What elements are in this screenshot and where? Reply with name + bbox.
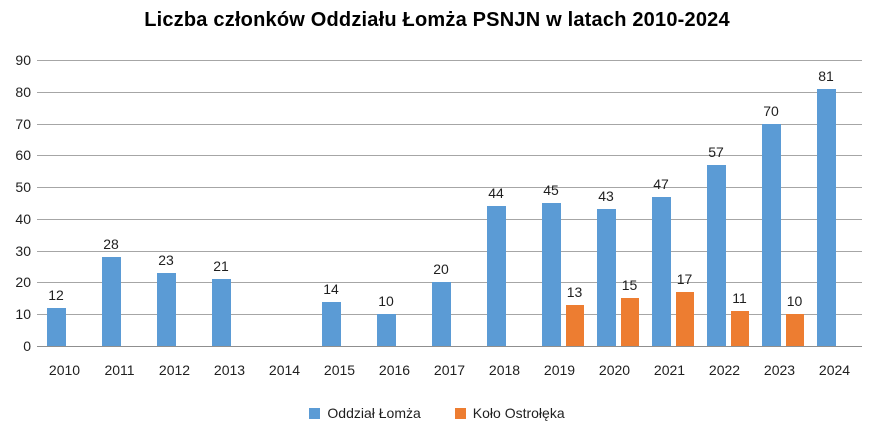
chart-title: Liczba członków Oddziału Łomża PSNJN w l… <box>144 9 730 31</box>
data-label-oddzial-lomza-2010: 12 <box>48 286 64 303</box>
data-label-oddzial-lomza-2020: 43 <box>598 188 614 205</box>
data-label-kolo-ostroleka-2022: 11 <box>732 290 747 307</box>
legend-swatch-oddzial-lomza <box>309 407 321 419</box>
y-tick-label-20: 20 <box>15 274 31 291</box>
bar-kolo-ostroleka-2019 <box>565 304 584 346</box>
data-label-oddzial-lomza-2017: 20 <box>433 261 449 278</box>
bar-kolo-ostroleka-2021 <box>675 291 694 346</box>
gridline-90 <box>37 60 862 61</box>
y-tick-label-10: 10 <box>15 306 31 323</box>
legend-swatch-kolo-ostroleka <box>454 407 466 419</box>
data-label-kolo-ostroleka-2020: 15 <box>621 277 638 294</box>
bar-oddzial-lomza-2017 <box>431 282 451 346</box>
x-tick-label-2019: 2019 <box>543 362 576 378</box>
data-label-oddzial-lomza-2016: 10 <box>378 293 394 310</box>
bar-kolo-ostroleka-2022 <box>730 311 749 346</box>
x-axis-line <box>37 346 862 347</box>
bar-oddzial-lomza-2018 <box>486 206 506 346</box>
bar-oddzial-lomza-2010 <box>46 307 66 346</box>
y-tick-label-60: 60 <box>15 147 31 164</box>
data-label-oddzial-lomza-2015: 14 <box>323 280 339 297</box>
x-tick-label-2018: 2018 <box>488 362 521 378</box>
x-tick-label-2012: 2012 <box>158 362 191 378</box>
data-label-oddzial-lomza-2022: 57 <box>708 143 724 160</box>
y-tick-label-30: 30 <box>15 242 31 259</box>
gridline-40 <box>37 218 862 220</box>
data-label-kolo-ostroleka-2023: 10 <box>786 293 803 310</box>
data-label-oddzial-lomza-2019: 45 <box>543 182 559 198</box>
gridline-70 <box>37 123 862 125</box>
plot-area: 0 10 20 30 40 50 60 70 80 90 2010 12 2011 28 2012 23 201… <box>15 52 862 378</box>
y-tick-label-0: 0 <box>23 338 31 354</box>
data-label-oddzial-lomza-2023: 70 <box>763 102 779 119</box>
x-tick-label-2024: 2024 <box>818 362 851 378</box>
data-label-oddzial-lomza-2013: 21 <box>213 258 229 275</box>
legend-item-oddzial-lomza: Oddział Łomża <box>309 405 421 421</box>
y-tick-label-40: 40 <box>15 210 31 227</box>
legend-label-kolo-ostroleka: Koło Ostrołęka <box>472 405 565 421</box>
data-label-oddzial-lomza-2021: 47 <box>653 175 669 192</box>
y-tick-label-80: 80 <box>15 83 31 100</box>
x-tick-label-2017: 2017 <box>433 362 466 378</box>
legend: Oddział Łomża Koło Ostrołęka <box>0 405 874 421</box>
bar-oddzial-lomza-2022 <box>706 164 726 346</box>
gridline-30 <box>37 250 862 252</box>
data-label-oddzial-lomza-2018: 44 <box>488 185 504 202</box>
bar-oddzial-lomza-2021 <box>651 196 671 346</box>
data-label-kolo-ostroleka-2021: 17 <box>676 270 693 287</box>
data-label-oddzial-lomza-2024: 81 <box>818 67 834 84</box>
bar-oddzial-lomza-2019 <box>541 203 561 346</box>
bar-oddzial-lomza-2016 <box>376 314 396 346</box>
x-tick-label-2013: 2013 <box>213 362 246 378</box>
bar-kolo-ostroleka-2023 <box>785 314 804 346</box>
y-tick-label-50: 50 <box>15 179 31 196</box>
x-tick-label-2015: 2015 <box>323 362 356 378</box>
bar-kolo-ostroleka-2020 <box>620 298 639 346</box>
data-label-oddzial-lomza-2012: 23 <box>158 251 174 268</box>
gridline-80 <box>37 91 862 93</box>
x-tick-label-2021: 2021 <box>653 362 686 378</box>
x-tick-label-2020: 2020 <box>598 362 631 378</box>
bar-oddzial-lomza-2020 <box>596 209 616 346</box>
gridline-50 <box>37 187 862 189</box>
data-label-oddzial-lomza-2011: 28 <box>103 236 119 253</box>
y-tick-label-90: 90 <box>15 52 31 68</box>
legend-label-oddzial-lomza: Oddział Łomża <box>327 405 421 421</box>
x-tick-label-2016: 2016 <box>378 362 411 378</box>
bar-oddzial-lomza-2015 <box>321 301 341 346</box>
x-tick-label-2023: 2023 <box>763 362 796 378</box>
bar-oddzial-lomza-2012 <box>156 272 176 346</box>
x-tick-label-2014: 2014 <box>268 362 301 378</box>
gridline-60 <box>37 155 862 157</box>
x-tick-label-2011: 2011 <box>104 362 135 378</box>
x-tick-label-2022: 2022 <box>708 362 741 378</box>
bar-oddzial-lomza-2024 <box>816 88 836 346</box>
bar-oddzial-lomza-2023 <box>761 123 781 346</box>
x-tick-label-2010: 2010 <box>48 362 81 378</box>
bar-oddzial-lomza-2013 <box>211 279 231 346</box>
bar-oddzial-lomza-2011 <box>101 257 121 346</box>
data-label-kolo-ostroleka-2019: 13 <box>566 283 583 300</box>
y-tick-label-70: 70 <box>15 115 31 132</box>
legend-item-kolo-ostroleka: Koło Ostrołęka <box>454 405 565 421</box>
